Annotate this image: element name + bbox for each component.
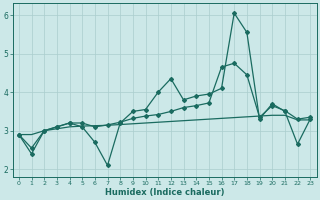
X-axis label: Humidex (Indice chaleur): Humidex (Indice chaleur) bbox=[105, 188, 224, 197]
